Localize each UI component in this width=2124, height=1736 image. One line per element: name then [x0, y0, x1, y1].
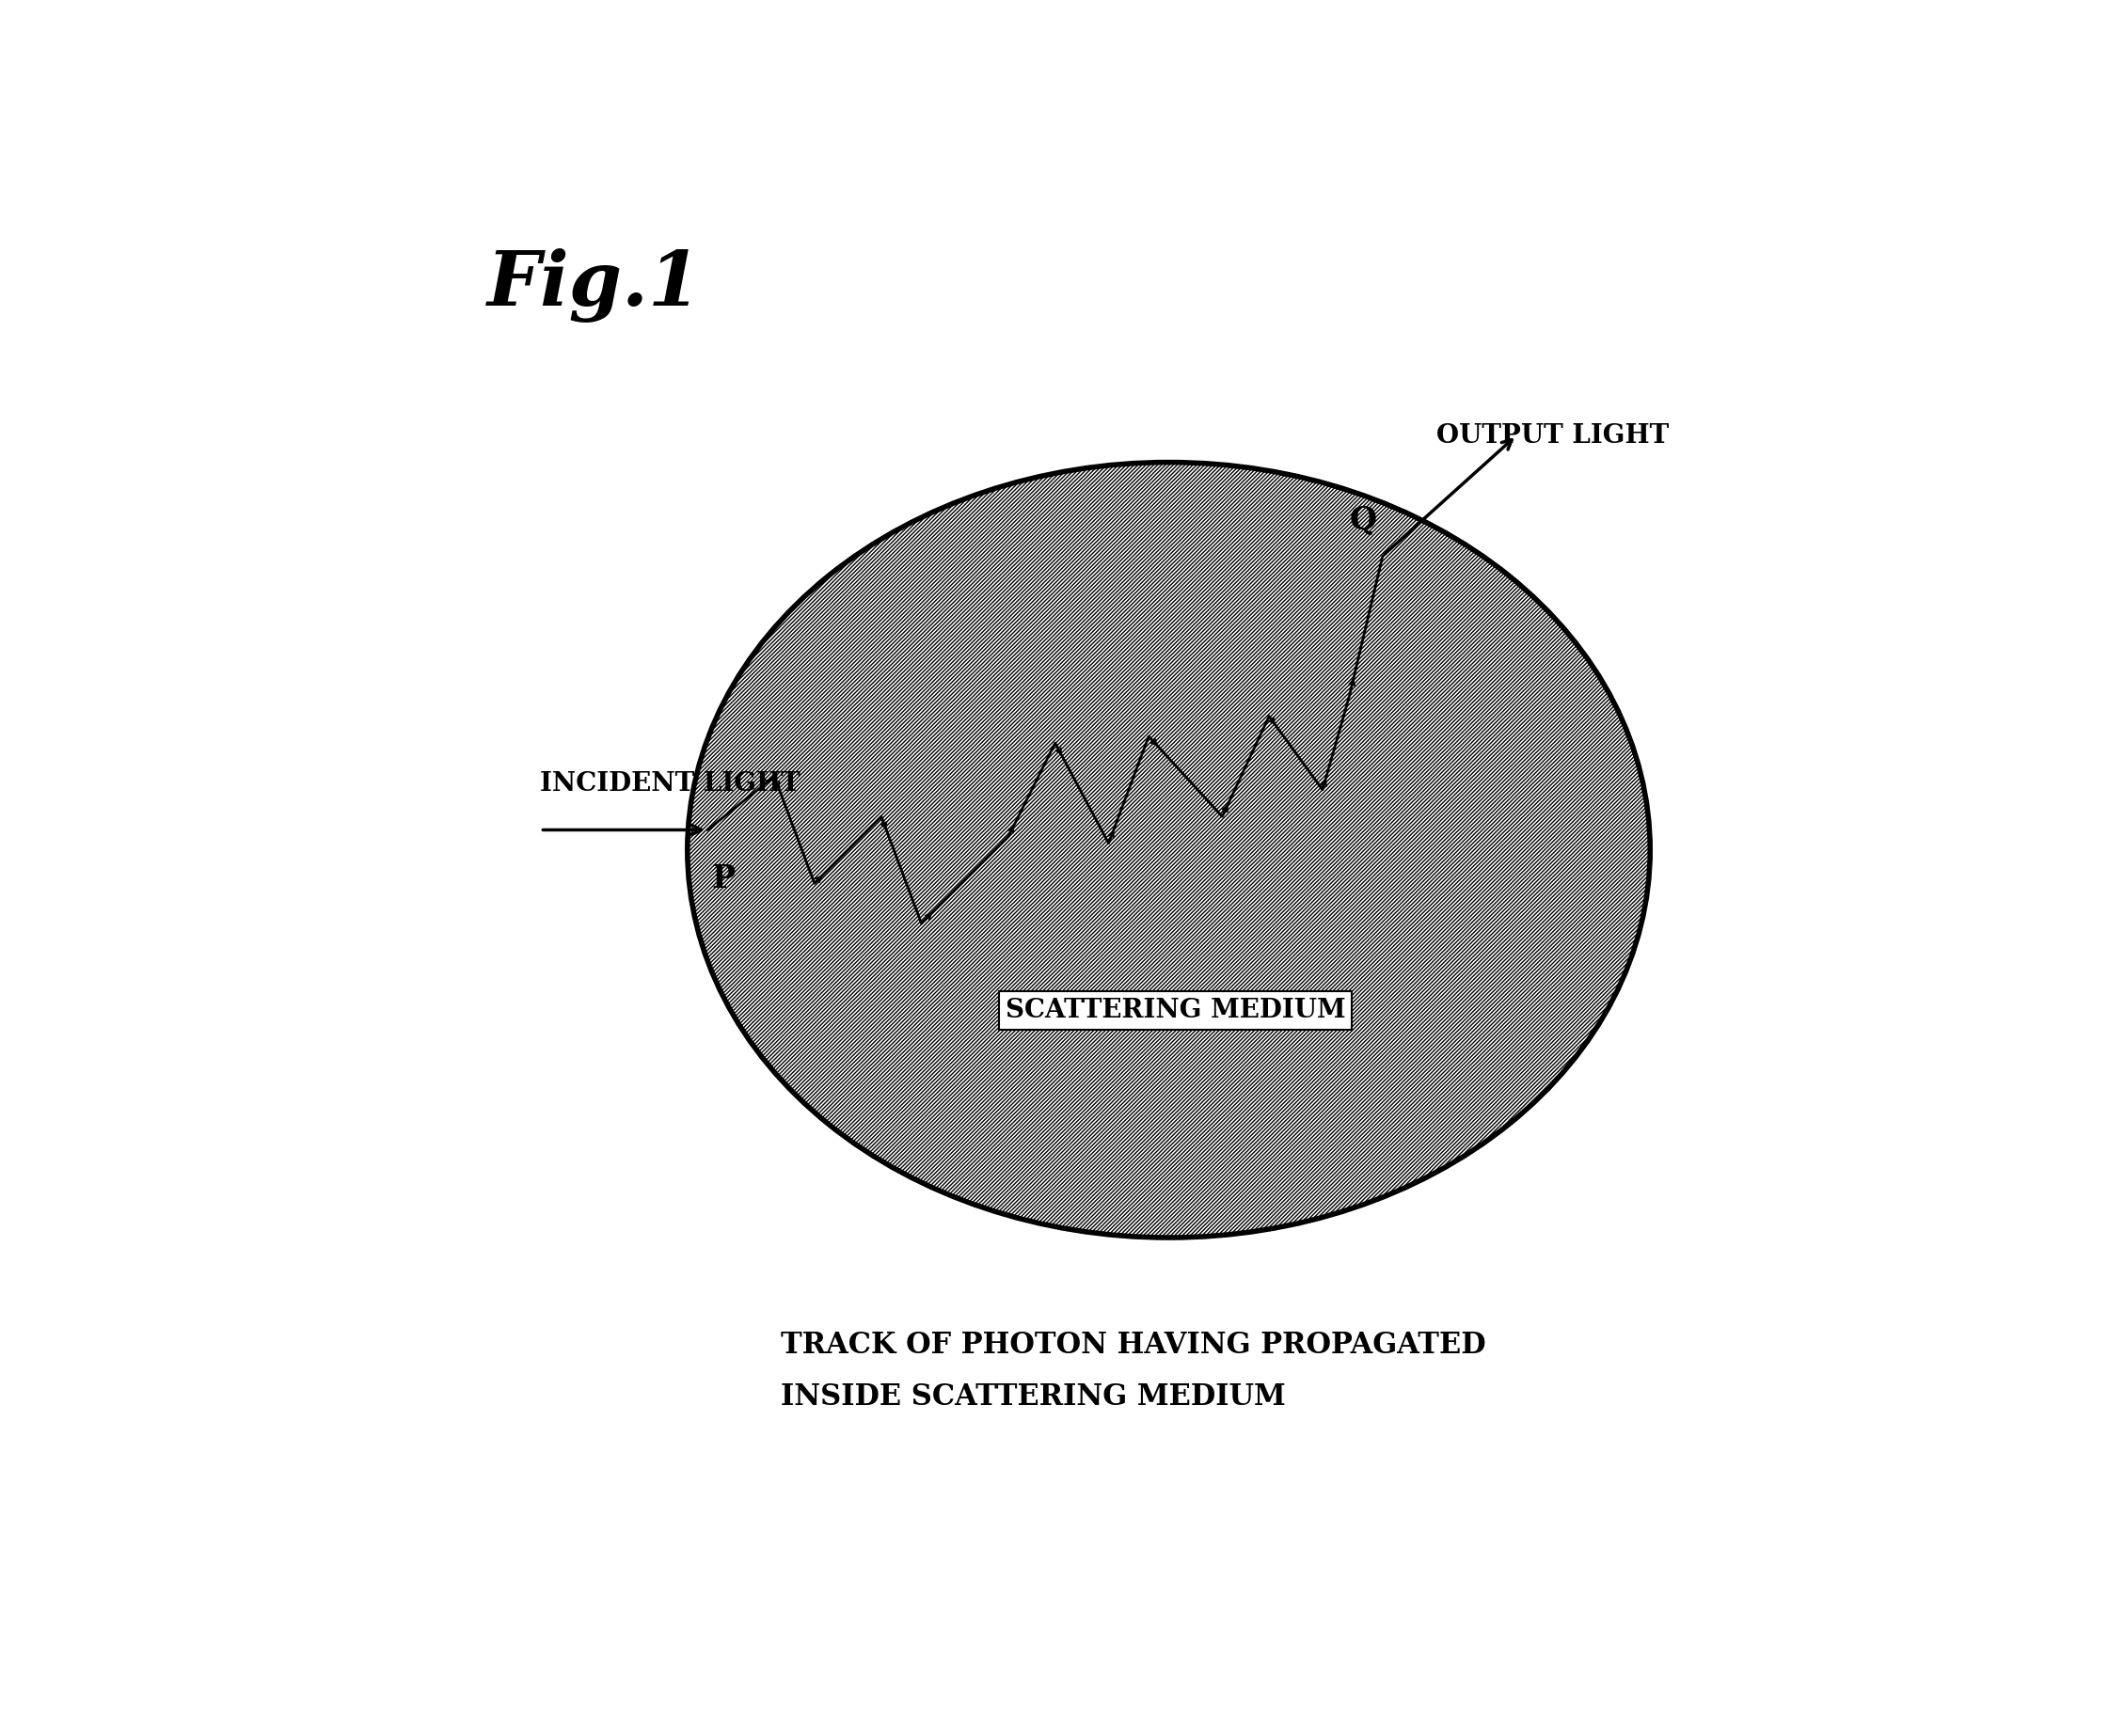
Text: TRACK OF PHOTON HAVING PROPAGATED
INSIDE SCATTERING MEDIUM: TRACK OF PHOTON HAVING PROPAGATED INSIDE… — [782, 1332, 1487, 1411]
Ellipse shape — [688, 462, 1650, 1238]
Text: Q: Q — [1349, 505, 1376, 536]
Text: P: P — [712, 863, 735, 894]
Text: OUTPUT LIGHT: OUTPUT LIGHT — [1436, 424, 1669, 450]
Text: INCIDENT LIGHT: INCIDENT LIGHT — [539, 771, 801, 797]
Text: SCATTERING MEDIUM: SCATTERING MEDIUM — [1005, 998, 1344, 1023]
Text: Fig.1: Fig.1 — [486, 248, 701, 323]
